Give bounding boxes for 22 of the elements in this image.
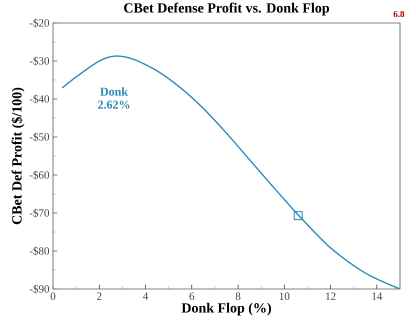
y-tick-label: -$20	[30, 18, 50, 28]
x-axis-title: Donk Flop (%)	[182, 302, 271, 316]
chart-title: CBet Defense Profit vs. Donk Flop	[124, 2, 330, 16]
x-tick-label: 12	[326, 292, 336, 300]
x-tick-label: 6	[190, 292, 194, 300]
y-tick-label: -$80	[30, 246, 50, 256]
y-tick-label: -$50	[30, 132, 50, 142]
y-tick-label: -$60	[30, 170, 50, 180]
y-tick-label: -$40	[30, 94, 50, 104]
annotation: Donk 2.62%	[98, 87, 130, 109]
x-tick-label: 2	[97, 292, 102, 300]
x-tick-label: 14	[372, 292, 382, 300]
x-tick-label: 0	[50, 292, 56, 300]
line-series	[62, 55, 400, 289]
y-tick-label: -$90	[30, 284, 50, 294]
y-tick-label: -$30	[30, 56, 50, 66]
x-tick-label: 8	[236, 292, 240, 300]
x-tick-label: 10	[280, 292, 290, 300]
y-tick-label: -$70	[30, 208, 50, 218]
x-tick-label: 4	[143, 292, 148, 300]
y-axis-title: CBet Def Profit ($/100)	[11, 88, 24, 224]
text: 6.8	[394, 10, 404, 18]
